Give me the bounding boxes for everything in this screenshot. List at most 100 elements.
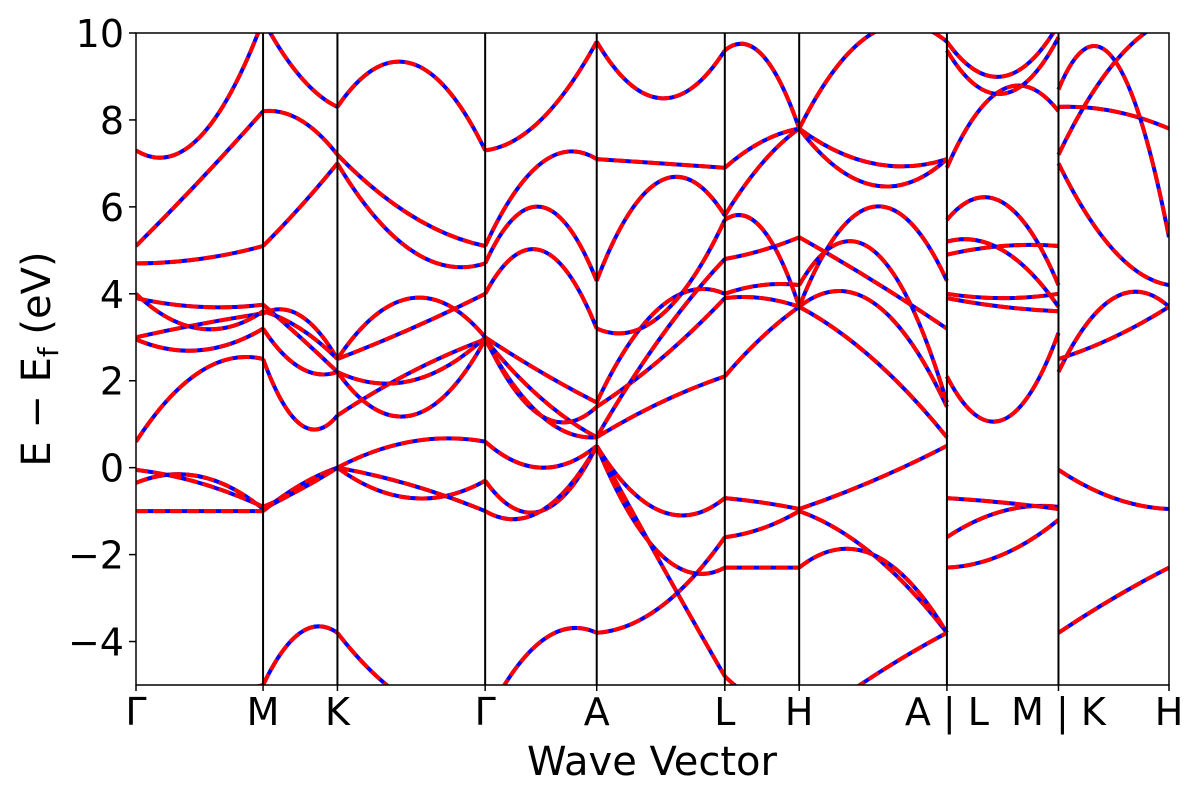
y-tick-label: 8 (100, 99, 124, 143)
band-2-6-dashed (335, 295, 487, 361)
y-axis-label-subscript: f (32, 346, 65, 357)
band-5-5-dashed (724, 295, 800, 309)
band-1-10-dashed (262, 108, 339, 156)
band-5-11-dashed (723, 41, 802, 130)
band-5-8-dashed (723, 213, 802, 308)
band-8-0-solid (1057, 565, 1169, 635)
x-tick-label: K (325, 690, 351, 734)
band-2-3-dashed (337, 465, 486, 513)
band-4-9-dashed (594, 174, 727, 282)
x-tick-label: Γ (475, 690, 496, 734)
y-tick-label: 6 (100, 186, 124, 230)
band-5-9-dashed (723, 126, 801, 217)
band-8-2-dashed (1056, 289, 1169, 373)
band-5-10-dashed (723, 126, 800, 170)
band-4-11-dashed (594, 40, 727, 101)
y-axis-label: E − Ef (eV) (14, 251, 65, 466)
band-5-3-dashed (723, 674, 738, 685)
band-5-0-dashed (724, 509, 801, 540)
band-0-6-solid (136, 311, 264, 340)
x-tick-label: A (584, 690, 610, 734)
band-0-9-solid (136, 244, 264, 266)
band-5-4-dashed (723, 305, 801, 378)
band-3-6-solid (484, 335, 598, 405)
band-0-10-dashed (136, 109, 265, 248)
band-7-8-dashed (945, 195, 1061, 286)
band-2-2-dashed (336, 466, 487, 501)
band-5-7-dashed (724, 235, 800, 261)
band-3-8-dashed (483, 247, 599, 330)
band-3-7-dashed (483, 338, 597, 440)
band-4-1-dashed (594, 445, 726, 576)
band-7-1-dashed (946, 518, 1060, 570)
band-8-4-dashed (1056, 162, 1169, 288)
band-0-5-solid (136, 326, 265, 353)
band-4-3-dashed (594, 444, 727, 678)
band-6-8-dashed (797, 204, 949, 308)
band-1-3-dashed (262, 466, 339, 509)
y-tick-label: 0 (100, 447, 124, 491)
band-6-10-dashed (798, 126, 948, 169)
band-1-8-dashed (262, 309, 339, 361)
band-lines (136, 33, 1169, 685)
band-3-4-dashed (483, 338, 598, 439)
band-2-10-dashed (335, 153, 486, 248)
band-0-8-dashed (136, 292, 265, 332)
band-7-7-dashed (946, 237, 1061, 308)
x-tick-label: L (714, 690, 735, 734)
band-6-3-dashed (856, 631, 948, 685)
band-4-8-dashed (595, 219, 727, 336)
band-3-0-dashed (502, 626, 598, 685)
band-2-5-dashed (336, 335, 487, 386)
band-8-7-solid (1056, 44, 1169, 238)
band-4-6-dashed (594, 287, 726, 404)
band-5-2-dashed (724, 496, 800, 511)
x-tick-label: Γ (125, 690, 146, 734)
y-axis-ticks: −4 −2 0 2 4 6 8 10 (68, 12, 136, 665)
band-4-0-dashed (596, 536, 727, 635)
band-6-4-dashed (798, 305, 949, 439)
x-axis-ticks: Γ M K Γ A L H A | L M | K H (125, 685, 1183, 735)
band-7-4-dashed (946, 296, 1059, 314)
band-4-4-dashed (595, 374, 726, 439)
y-tick-label: −2 (68, 534, 124, 578)
x-axis-label: Wave Vector (527, 739, 778, 785)
band-3-9-dashed (483, 204, 599, 282)
band-4-7-dashed (594, 257, 727, 439)
x-tick-label: H (785, 690, 814, 734)
band-8-1-dashed (1057, 468, 1169, 511)
band-7-6-dashed (946, 242, 1059, 257)
band-4-5-dashed (595, 296, 727, 409)
band-0-11-dashed (136, 33, 261, 160)
band-4-2-dashed (594, 444, 727, 518)
band-0-4-dashed (136, 354, 264, 443)
band-8-5-dashed (1056, 33, 1149, 156)
band-2-4-dashed (336, 337, 486, 418)
band-6-1-dashed (797, 546, 949, 634)
band-8-3-dashed (1057, 305, 1169, 361)
band-1-9-dashed (261, 162, 339, 248)
band-2-11-dashed (335, 59, 487, 152)
x-tick-label: M | K (1011, 690, 1107, 735)
y-tick-label: 4 (100, 273, 124, 317)
y-axis-label-unit: (eV) (14, 251, 60, 347)
y-tick-label: 2 (100, 360, 124, 404)
band-2-7-dashed (335, 338, 487, 419)
band-2-0-dashed (335, 631, 390, 685)
band-7-9-dashed (945, 83, 1061, 169)
band-7-3-dashed (945, 332, 1061, 424)
band-3-11-solid (484, 40, 599, 153)
band-3-10-dashed (483, 149, 598, 247)
y-tick-label: 10 (76, 12, 124, 56)
band-3-1-dashed (483, 440, 598, 470)
band-7-11-dashed (945, 33, 1056, 79)
band-7-10-dashed (945, 36, 1061, 96)
plot-frame (135, 32, 1170, 686)
band-6-5-dashed (797, 289, 949, 408)
band-6-6-dashed (797, 239, 949, 404)
band-7-2-dashed (946, 496, 1059, 511)
band-3-5-dashed (483, 336, 599, 425)
band-6-9-dashed (797, 127, 949, 189)
y-axis-label-main: E − E (14, 357, 60, 467)
